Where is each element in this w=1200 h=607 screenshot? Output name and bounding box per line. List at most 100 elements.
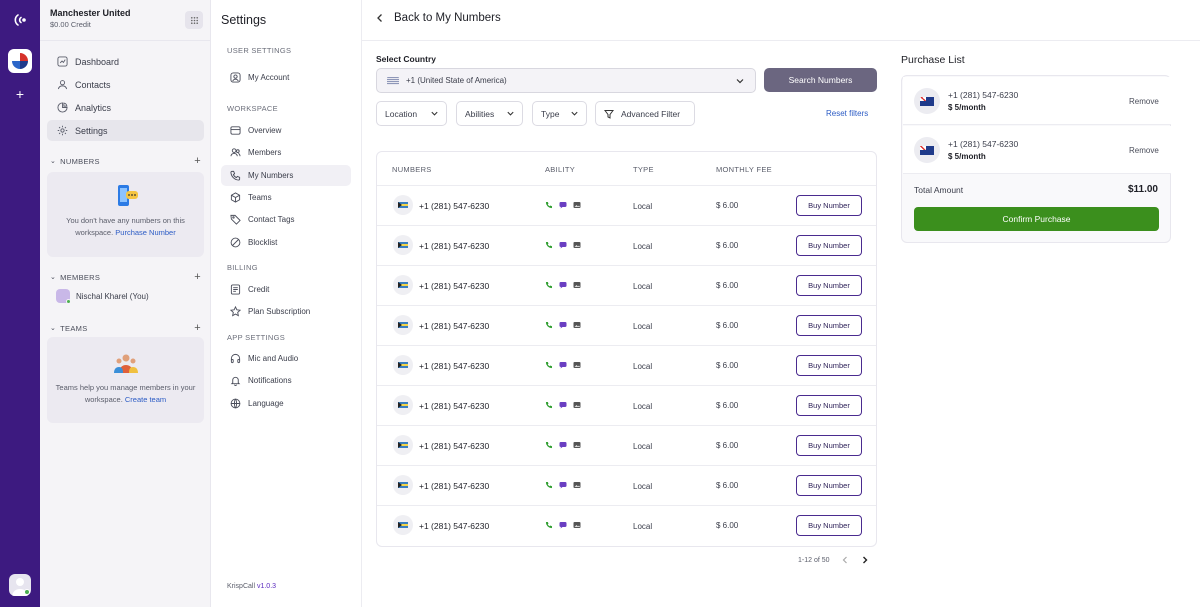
table-row: +1 (281) 547-6230 Local $ 6.00 Buy Number: [377, 386, 876, 426]
settings-item-language[interactable]: Language: [221, 393, 351, 414]
settings-item-label: My Numbers: [248, 171, 294, 180]
buy-number-button[interactable]: Buy Number: [796, 275, 862, 296]
purchase-item-price: $ 5/month: [948, 152, 986, 161]
mms-icon: [573, 521, 581, 529]
settings-item-my-account[interactable]: My Account: [221, 67, 351, 88]
create-team-link[interactable]: Create team: [124, 395, 167, 404]
teams-empty-text: Teams help you manage members in your wo…: [55, 383, 196, 404]
settings-item-credit[interactable]: Credit: [221, 279, 351, 300]
reset-filters-link[interactable]: Reset filters: [826, 109, 869, 118]
settings-item-contact-tags[interactable]: Contact Tags: [221, 209, 351, 230]
add-member-icon[interactable]: +: [194, 271, 201, 283]
numbers-section-header[interactable]: ⌄ NUMBERS +: [50, 155, 201, 167]
user-avatar[interactable]: [9, 574, 31, 596]
settings-item-label: Blocklist: [248, 238, 278, 247]
buy-number-button[interactable]: Buy Number: [796, 395, 862, 416]
chevron-down-icon: ⌄: [50, 274, 57, 281]
settings-item-members[interactable]: Members: [221, 142, 351, 163]
buy-number-button[interactable]: Buy Number: [796, 475, 862, 496]
nav-analytics[interactable]: Analytics: [47, 97, 204, 118]
settings-item-teams[interactable]: Teams: [221, 187, 351, 208]
bahamas-flag-icon: [393, 195, 413, 215]
buy-number-button[interactable]: Buy Number: [796, 195, 862, 216]
add-team-icon[interactable]: +: [194, 322, 201, 334]
settings-item-label: Teams: [248, 193, 272, 202]
monthly-fee: $ 6.00: [716, 441, 739, 450]
numbers-section-title: NUMBERS: [60, 156, 100, 166]
purchase-item: +1 (281) 547-6230 $ 5/month Remove: [903, 126, 1171, 174]
nav-contacts[interactable]: Contacts: [47, 74, 204, 95]
ability-icons: [545, 401, 581, 409]
phone-number: +1 (281) 547-6230: [419, 441, 490, 451]
bahamas-flag-icon: [393, 515, 413, 535]
purchase-list: +1 (281) 547-6230 $ 5/month Remove +1 (2…: [901, 75, 1171, 243]
credit-icon: [230, 284, 241, 295]
select-country-label: Select Country: [376, 54, 436, 64]
bahamas-flag-icon: [393, 315, 413, 335]
account-icon: [230, 72, 241, 83]
team-people-icon: [113, 352, 138, 374]
members-section-header[interactable]: ⌄ MEMBERS +: [50, 271, 201, 283]
call-icon: [545, 321, 553, 329]
abilities-filter[interactable]: Abilities: [456, 101, 523, 126]
chevron-down-icon: [736, 78, 744, 83]
ability-icons: [545, 441, 581, 449]
buy-number-button[interactable]: Buy Number: [796, 355, 862, 376]
call-icon: [545, 481, 553, 489]
krispcall-logo-icon: [12, 12, 28, 28]
country-select[interactable]: +1 (United State of America): [376, 68, 756, 93]
chevron-left-icon[interactable]: [840, 555, 850, 565]
location-filter[interactable]: Location: [376, 101, 447, 126]
settings-item-label: Language: [248, 399, 284, 408]
chevron-right-icon[interactable]: [860, 555, 870, 565]
chevron-down-icon: ⌄: [50, 325, 57, 332]
bahamas-flag-icon: [393, 475, 413, 495]
teams-empty-card: Teams help you manage members in your wo…: [47, 337, 204, 423]
member-avatar: [56, 289, 71, 304]
dialpad-icon[interactable]: [185, 11, 203, 29]
settings-item-overview[interactable]: Overview: [221, 120, 351, 141]
app-settings-heading: APP SETTINGS: [227, 333, 286, 342]
nav-settings[interactable]: Settings: [47, 120, 204, 141]
teams-section-header[interactable]: ⌄ TEAMS +: [50, 322, 201, 334]
search-numbers-button[interactable]: Search Numbers: [764, 68, 877, 92]
settings-item-my-numbers[interactable]: My Numbers: [221, 165, 351, 186]
online-status-dot: [66, 299, 71, 304]
settings-item-mic-audio[interactable]: Mic and Audio: [221, 348, 351, 369]
type-filter[interactable]: Type: [532, 101, 587, 126]
member-item[interactable]: Nischal Kharel (You): [56, 289, 149, 304]
phone-number: +1 (281) 547-6230: [419, 241, 490, 251]
mms-icon: [573, 241, 581, 249]
abilities-filter-label: Abilities: [465, 108, 495, 119]
back-button[interactable]: Back to My Numbers: [374, 12, 501, 24]
buy-number-button[interactable]: Buy Number: [796, 315, 862, 336]
phone-number: +1 (281) 547-6230: [419, 281, 490, 291]
remove-button[interactable]: Remove: [1129, 97, 1159, 106]
buy-number-button[interactable]: Buy Number: [796, 435, 862, 456]
confirm-purchase-button[interactable]: Confirm Purchase: [914, 207, 1159, 231]
number-type: Local: [633, 482, 653, 491]
settings-item-notifications[interactable]: Notifications: [221, 370, 351, 391]
numbers-empty-card: You don't have any numbers on this works…: [47, 172, 204, 257]
workspace-avatar[interactable]: [8, 49, 32, 73]
settings-item-blocklist[interactable]: Blocklist: [221, 232, 351, 253]
billing-heading: BILLING: [227, 263, 258, 272]
monthly-fee: $ 6.00: [716, 281, 739, 290]
table-row: +1 (281) 547-6230 Local $ 6.00 Buy Number: [377, 506, 876, 546]
advanced-filter-button[interactable]: Advanced Filter: [595, 101, 695, 126]
monthly-fee: $ 6.00: [716, 241, 739, 250]
call-icon: [545, 521, 553, 529]
nav-dashboard[interactable]: Dashboard: [47, 51, 204, 72]
gear-icon: [57, 125, 68, 136]
purchase-number-link[interactable]: Purchase Number: [115, 228, 176, 237]
add-workspace-icon[interactable]: +: [15, 86, 25, 102]
sms-icon: [559, 281, 567, 289]
settings-sidebar: Settings USER SETTINGS My Account WORKSP…: [211, 0, 362, 607]
remove-button[interactable]: Remove: [1129, 146, 1159, 155]
add-number-icon[interactable]: +: [194, 155, 201, 167]
buy-number-button[interactable]: Buy Number: [796, 515, 862, 536]
buy-number-button[interactable]: Buy Number: [796, 235, 862, 256]
settings-item-plan-subscription[interactable]: Plan Subscription: [221, 301, 351, 322]
block-icon: [230, 237, 241, 248]
phone-icon: [230, 170, 241, 181]
